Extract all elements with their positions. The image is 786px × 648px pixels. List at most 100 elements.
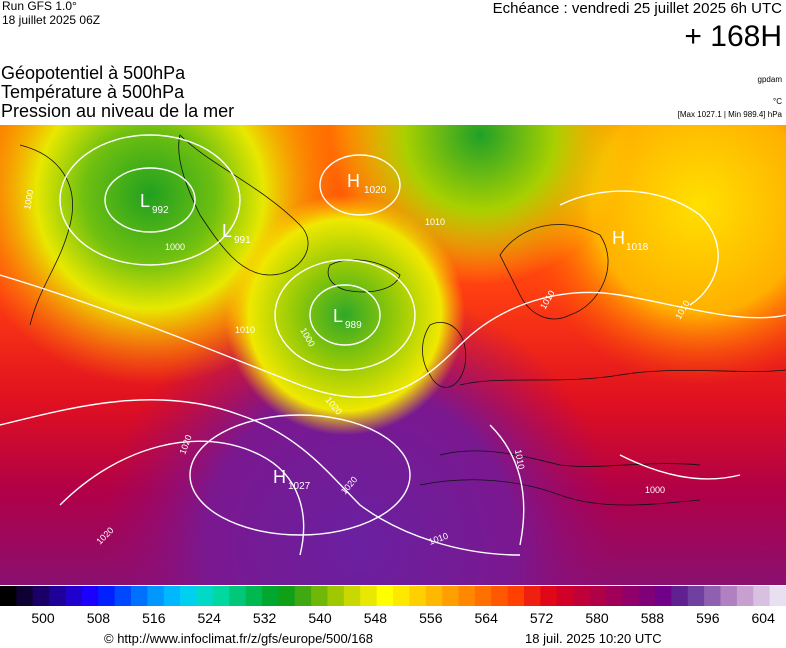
color-swatch	[65, 586, 83, 606]
isobars	[0, 134, 786, 556]
color-scale-tick: 540	[308, 610, 332, 626]
svg-text:1020: 1020	[364, 185, 387, 196]
low-center: L 989	[333, 306, 362, 331]
color-swatch	[638, 586, 656, 606]
color-swatch	[327, 586, 345, 606]
color-scale-tick: 532	[252, 610, 277, 626]
color-swatch	[687, 586, 705, 606]
color-scale-tick: 500	[31, 610, 55, 626]
color-swatch	[196, 586, 214, 606]
svg-text:H: H	[347, 171, 360, 191]
svg-text:991: 991	[234, 235, 251, 246]
color-swatch	[622, 586, 640, 606]
isobar-label: 1010	[425, 217, 445, 227]
color-swatch	[556, 586, 574, 606]
field-geopotential: Géopotentiel à 500hPa	[1, 63, 186, 83]
field-temperature: Température à 500hPa	[1, 82, 185, 102]
isobar-label: 1000	[165, 242, 185, 252]
color-swatch	[655, 586, 672, 606]
color-swatch	[393, 586, 410, 606]
color-swatch	[573, 586, 591, 606]
color-scale	[0, 586, 786, 606]
color-swatch	[163, 586, 181, 606]
low-center: L 991	[222, 221, 251, 246]
color-scale-tick: 604	[751, 610, 775, 626]
color-swatch	[49, 586, 67, 606]
color-swatch	[720, 586, 738, 606]
color-scale-tick: 516	[142, 610, 166, 626]
color-swatch	[343, 586, 361, 606]
color-scale-tick: 564	[474, 610, 498, 626]
isobar-label: 1000	[22, 189, 35, 210]
color-swatch	[458, 586, 476, 606]
color-swatch	[98, 586, 116, 606]
color-scale-tick: 508	[86, 610, 111, 626]
field-pressure: Pression au niveau de la mer	[1, 101, 235, 121]
color-scale-tick: 572	[529, 610, 554, 626]
color-swatch	[474, 586, 492, 606]
color-swatch	[147, 586, 165, 606]
color-swatch	[229, 586, 247, 606]
color-swatch	[507, 586, 525, 606]
color-scale-tick: 580	[585, 610, 609, 626]
lead-time: + 168H	[684, 20, 782, 53]
color-swatch	[180, 586, 198, 606]
pressure-centers: L 992 L 991 H 1020 L 989 H 1018 H 1027	[140, 171, 649, 492]
color-scale-ticks: 500 508 516 524 532 540 548 556 564 572 580 588 596 6…	[0, 608, 786, 628]
high-center: H 1020	[347, 171, 387, 196]
color-scale-tick: 588	[640, 610, 665, 626]
color-swatch	[736, 586, 754, 606]
color-scale-tick: 556	[419, 610, 443, 626]
color-swatch	[16, 586, 34, 606]
unit-geopotential: gpdam	[757, 75, 782, 84]
svg-text:L: L	[140, 191, 150, 211]
isobar-label: 1010	[513, 449, 526, 470]
color-swatch	[311, 586, 329, 606]
color-swatch	[491, 586, 509, 606]
color-swatch	[425, 586, 443, 606]
color-swatch	[524, 586, 541, 606]
color-swatch	[753, 586, 771, 606]
svg-text:H: H	[273, 467, 286, 487]
color-scale-tick: 596	[696, 610, 720, 626]
high-center: H 1027	[273, 467, 311, 492]
color-swatch	[442, 586, 460, 606]
copyright-text: © http://www.infoclimat.fr/z/gfs/europe/…	[104, 631, 373, 646]
svg-text:L: L	[222, 221, 232, 241]
color-swatch	[605, 586, 623, 606]
color-swatch	[671, 586, 689, 606]
color-swatch	[245, 586, 263, 606]
forecast-map: L 992 L 991 H 1020 L 989 H 1018 H 1027 1…	[0, 125, 786, 585]
pressure-range: [Max 1027.1 | Min 989.4] hPa	[677, 110, 782, 119]
color-swatch	[212, 586, 230, 606]
unit-temperature: °C	[773, 97, 782, 106]
low-center: L 992	[140, 191, 169, 216]
color-scale-tick: 548	[363, 610, 388, 626]
color-swatch	[376, 586, 394, 606]
generated-date: 18 juil. 2025 10:20 UTC	[525, 631, 662, 646]
color-scale-tick: 524	[197, 610, 221, 626]
color-swatch	[294, 586, 312, 606]
color-swatch	[262, 586, 279, 606]
svg-text:992: 992	[152, 205, 169, 216]
color-swatch	[81, 586, 99, 606]
color-swatch	[409, 586, 427, 606]
color-swatch	[769, 586, 786, 606]
color-swatch	[114, 586, 132, 606]
color-swatch	[0, 586, 17, 606]
svg-text:1018: 1018	[626, 242, 649, 253]
color-swatch	[360, 586, 378, 606]
run-title: Run GFS 1.0°	[2, 0, 77, 13]
isobar-label: 1000	[645, 485, 665, 495]
color-swatch	[589, 586, 607, 606]
svg-text:989: 989	[345, 320, 362, 331]
svg-text:L: L	[333, 306, 343, 326]
coastlines	[19, 134, 786, 506]
svg-text:H: H	[612, 228, 625, 248]
color-swatch	[32, 586, 50, 606]
color-swatch	[540, 586, 558, 606]
color-swatch	[131, 586, 148, 606]
high-center: H 1018	[612, 228, 649, 253]
svg-text:1027: 1027	[288, 481, 311, 492]
color-swatch	[278, 586, 296, 606]
